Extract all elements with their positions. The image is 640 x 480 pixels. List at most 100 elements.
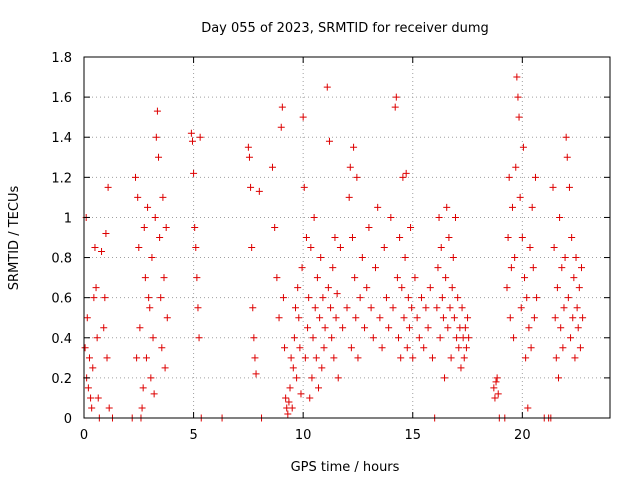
data-point [450, 314, 458, 322]
data-point [339, 324, 347, 332]
data-point [434, 264, 442, 272]
data-point [449, 254, 457, 262]
data-point [420, 344, 428, 352]
data-marks [81, 73, 587, 422]
data-point [503, 284, 511, 292]
data-point [102, 229, 110, 237]
y-tick-label: 0 [64, 412, 72, 427]
data-point [295, 314, 303, 322]
data-point [521, 274, 529, 282]
data-point [560, 304, 568, 312]
data-point [89, 364, 97, 372]
data-point [433, 304, 441, 312]
data-point [409, 354, 417, 362]
data-point [522, 354, 530, 362]
data-point [363, 284, 371, 292]
data-point [578, 264, 586, 272]
data-point [365, 223, 373, 231]
data-point [324, 284, 332, 292]
data-point [188, 137, 196, 145]
y-tick-label: 0.4 [51, 332, 72, 347]
data-point [492, 378, 500, 386]
data-point [290, 334, 298, 342]
data-point [298, 264, 306, 272]
data-point [279, 294, 287, 302]
plot-frame [83, 56, 611, 419]
data-point [90, 294, 98, 302]
data-point [435, 213, 443, 221]
x-axis-label: GPS time / hours [291, 460, 400, 475]
data-point [252, 370, 260, 378]
data-point [84, 384, 92, 392]
data-point [244, 143, 252, 151]
data-point [457, 364, 465, 372]
data-point [411, 274, 419, 282]
data-point [297, 390, 305, 398]
data-point [142, 354, 150, 362]
data-point [525, 324, 533, 332]
data-point [284, 410, 292, 418]
data-point [150, 390, 158, 398]
data-point [93, 334, 101, 342]
data-point [490, 384, 498, 392]
data-point [317, 254, 325, 262]
data-point [333, 290, 341, 298]
data-point [308, 374, 316, 382]
data-point [325, 137, 333, 145]
data-point [513, 73, 521, 81]
data-point [402, 169, 410, 177]
data-point [158, 344, 166, 352]
data-point [527, 344, 535, 352]
data-point [92, 284, 100, 292]
data-point [399, 173, 407, 181]
data-point [81, 344, 89, 352]
data-point [413, 314, 421, 322]
data-point [299, 113, 307, 121]
data-point [397, 354, 405, 362]
data-point [493, 374, 501, 382]
data-point [570, 274, 578, 282]
data-point [382, 294, 390, 302]
data-point [313, 274, 321, 282]
data-point [268, 163, 276, 171]
data-point [351, 274, 359, 282]
data-point [445, 234, 453, 241]
data-point [514, 93, 522, 101]
data-point [330, 354, 338, 362]
data-point [319, 294, 327, 302]
data-point [391, 103, 399, 111]
data-point [561, 254, 569, 262]
data-point [464, 314, 472, 322]
data-point [376, 314, 384, 322]
data-point [135, 244, 143, 252]
data-point [516, 193, 524, 201]
y-tick-label: 1.8 [51, 51, 72, 66]
data-point [196, 133, 204, 141]
data-point [573, 304, 581, 312]
data-point [98, 248, 106, 256]
data-point [396, 234, 404, 241]
data-point [153, 107, 161, 115]
data-point [87, 394, 95, 402]
data-point [455, 344, 463, 352]
data-point [511, 254, 519, 262]
data-point [336, 244, 344, 252]
data-point [83, 314, 91, 322]
data-point [568, 234, 576, 241]
data-point [393, 274, 401, 282]
data-point [147, 374, 155, 382]
data-point [439, 314, 447, 322]
data-point [404, 294, 412, 302]
data-point [444, 324, 452, 332]
data-point [316, 314, 324, 322]
data-point [518, 234, 526, 241]
data-point [332, 314, 340, 322]
data-point [152, 133, 160, 141]
data-point [575, 284, 583, 292]
data-point [273, 274, 281, 282]
data-point [446, 304, 454, 312]
data-point [343, 304, 351, 312]
y-tick-label: 1 [64, 211, 72, 226]
